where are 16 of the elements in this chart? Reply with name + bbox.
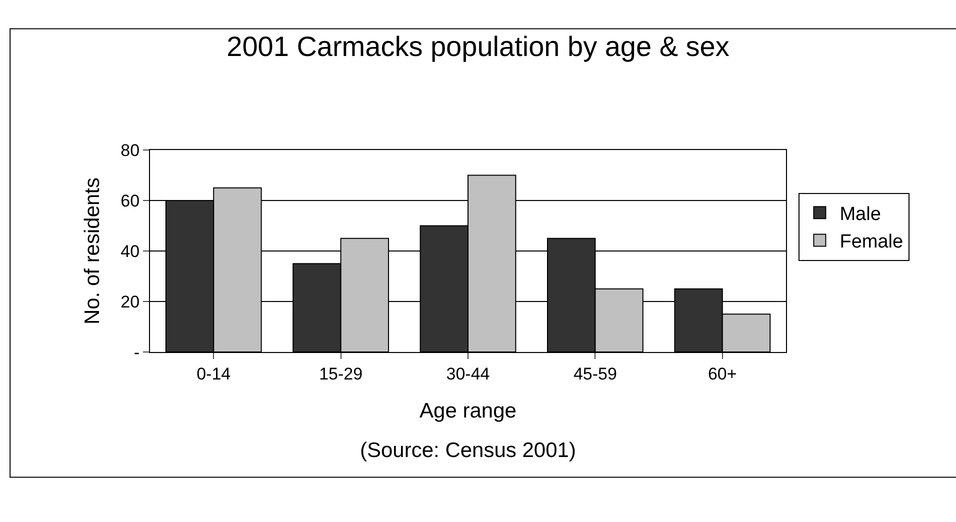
x-tick-label: 30-44 xyxy=(446,364,490,384)
legend-label: Female xyxy=(840,232,904,253)
y-tick-label: 60 xyxy=(120,191,140,210)
y-tick-label: 80 xyxy=(120,140,140,160)
y-tick-label: 40 xyxy=(120,242,140,261)
y-tick-label: 20 xyxy=(120,292,140,312)
text: (Source: Census 2001) xyxy=(360,439,576,462)
x-axis-title: Age range xyxy=(420,400,516,423)
chart-title: 2001 Carmacks population by age & sex xyxy=(226,31,730,62)
legend-label: Male xyxy=(840,204,881,226)
y-axis-title: No. of residents xyxy=(80,177,104,325)
x-tick-label: 60+ xyxy=(708,364,737,384)
x-tick-label: 45-59 xyxy=(573,364,617,384)
y-tick-label: - xyxy=(134,342,140,362)
x-tick-label: 15-29 xyxy=(319,364,363,384)
x-tick-label: 0-14 xyxy=(196,364,231,384)
